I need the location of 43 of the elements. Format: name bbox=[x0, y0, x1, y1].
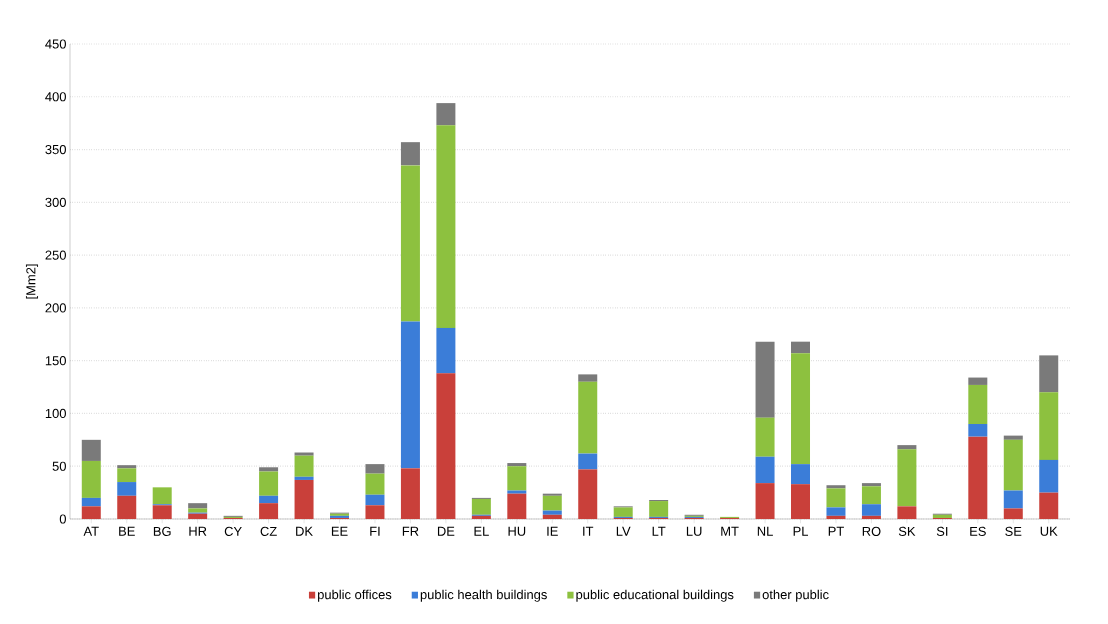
x-tick-label: PL bbox=[793, 526, 809, 536]
legend-label: public health buildings bbox=[420, 589, 547, 602]
x-tick-label: FI bbox=[370, 526, 380, 536]
legend-label: other public bbox=[762, 589, 829, 602]
y-tick-label: 150 bbox=[45, 356, 66, 366]
x-tick-label: IT bbox=[583, 526, 594, 536]
y-tick-label: 250 bbox=[45, 250, 66, 260]
x-tick-label: CY bbox=[224, 526, 242, 536]
y-axis-title: [Mm2] bbox=[25, 264, 39, 299]
x-tick-label: HU bbox=[508, 526, 526, 536]
y-tick-label: 200 bbox=[45, 303, 66, 313]
y-tick-label: 400 bbox=[45, 92, 66, 102]
x-tick-label: BG bbox=[153, 526, 171, 536]
y-tick-label: 0 bbox=[59, 514, 66, 524]
x-tick-label: CZ bbox=[260, 526, 277, 536]
x-tick-label: SI bbox=[936, 526, 948, 536]
x-tick-label: ES bbox=[970, 526, 986, 536]
x-tick-label: MT bbox=[721, 526, 739, 536]
y-tick-label: 50 bbox=[52, 461, 66, 471]
x-tick-label: DE bbox=[437, 526, 455, 536]
x-tick-label: IE bbox=[547, 526, 558, 536]
y-tick-label: 350 bbox=[45, 144, 66, 155]
x-tick-label: EE bbox=[331, 526, 348, 536]
y-tick-label: 450 bbox=[45, 39, 66, 49]
x-tick-label: SE bbox=[1005, 526, 1022, 536]
x-tick-label: EL bbox=[474, 526, 489, 536]
x-tick-label: PT bbox=[828, 526, 844, 536]
y-tick-label: 300 bbox=[45, 197, 66, 207]
x-tick-label: LU bbox=[686, 526, 702, 536]
legend-label: public educational buildings bbox=[576, 589, 734, 602]
x-tick-label: HR bbox=[189, 526, 207, 536]
x-tick-label: LV bbox=[616, 526, 631, 536]
x-tick-label: RO bbox=[862, 526, 881, 536]
x-tick-label: UK bbox=[1040, 526, 1058, 536]
x-tick-label: FR bbox=[402, 526, 419, 536]
x-tick-label: BE bbox=[119, 526, 135, 536]
y-tick-label: 100 bbox=[45, 408, 66, 419]
x-tick-label: LT bbox=[652, 526, 666, 536]
legend-label: public offices bbox=[318, 589, 392, 602]
x-tick-label: SK bbox=[898, 526, 916, 536]
x-tick-label: DK bbox=[296, 526, 313, 536]
x-tick-label: AT bbox=[83, 526, 99, 536]
x-tick-label: NL bbox=[757, 526, 773, 536]
